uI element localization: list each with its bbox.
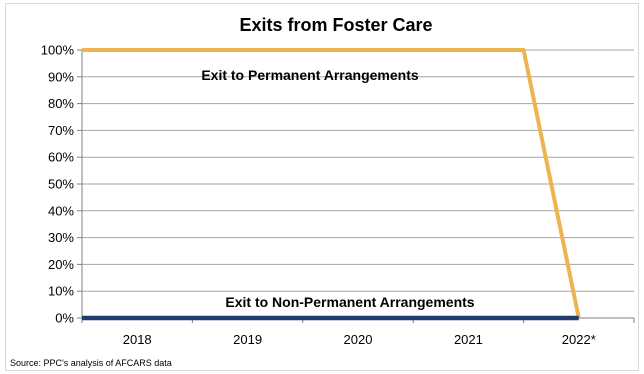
x-tick-label: 2020: [344, 332, 373, 347]
y-tick-label: 50%: [48, 177, 74, 192]
gridlines: [82, 49, 634, 292]
y-tick-label: 40%: [48, 203, 74, 218]
annotations: Exit to Permanent Arrangements Exit to No…: [201, 67, 474, 310]
series-annotation: Exit to Non-Permanent Arrangements: [225, 294, 474, 310]
x-tick-label: 2018: [123, 332, 152, 347]
series-annotation: Exit to Permanent Arrangements: [201, 67, 419, 83]
x-tick-label: 2021: [454, 332, 483, 347]
y-tick-label: 10%: [48, 284, 74, 299]
y-tick-label: 30%: [48, 230, 74, 245]
x-tick-label: 2022*: [562, 332, 596, 347]
y-tick-label: 70%: [48, 123, 74, 138]
source-note: Source: PPC's analysis of AFCARS data: [10, 358, 172, 368]
x-tick-label: 2019: [233, 332, 262, 347]
y-tick-label: 0%: [55, 311, 74, 326]
y-tick-label: 20%: [48, 257, 74, 272]
series-line-permanent: [82, 48, 581, 319]
y-tick-label: 80%: [48, 96, 74, 111]
series-lines: [82, 48, 581, 321]
chart-frame: Exits from Foster Care 0% 10% 20% 30% 40% 50%…: [5, 3, 639, 371]
exits-line-chart: Exits from Foster Care 0% 10% 20% 30% 40% 50%…: [10, 15, 635, 368]
y-tick-label: 60%: [48, 150, 74, 165]
chart-title: Exits from Foster Care: [239, 15, 432, 35]
y-tick-label: 100%: [41, 43, 75, 58]
y-tick-label: 90%: [48, 69, 74, 84]
